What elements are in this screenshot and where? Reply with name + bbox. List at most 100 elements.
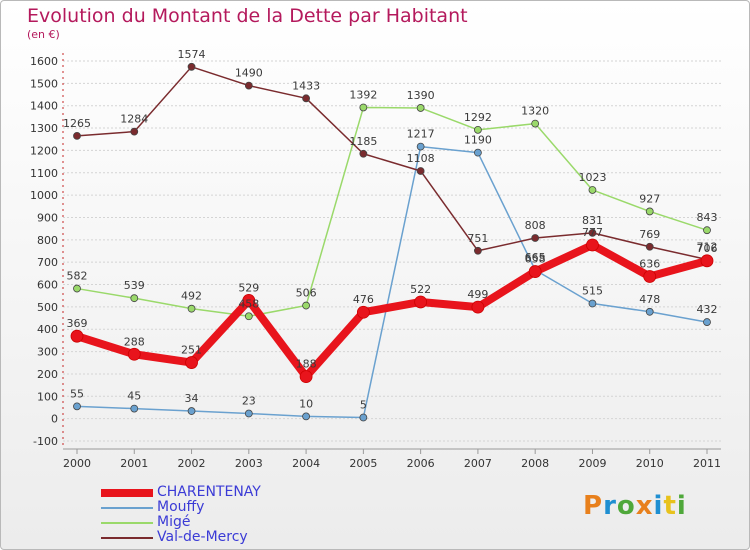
data-point	[356, 305, 370, 319]
y-tick-label: 100	[37, 390, 58, 403]
data-point	[703, 226, 711, 235]
data-label: 1185	[349, 135, 377, 148]
series-line-val-de-mercy	[76, 66, 708, 261]
data-point	[302, 301, 310, 310]
legend-label: Val-de-Mercy	[157, 529, 248, 545]
data-label: 492	[181, 290, 202, 303]
data-label: 1023	[578, 171, 606, 184]
y-tick-label: 600	[37, 279, 58, 292]
data-label: 1392	[349, 88, 377, 101]
legend-label: CHARENTENAY	[157, 484, 261, 500]
data-label: 665	[525, 251, 546, 264]
logo-letter: i	[653, 491, 664, 521]
x-tick-label: 2007	[464, 457, 492, 470]
data-point	[302, 94, 310, 103]
legend-swatch	[101, 522, 153, 524]
data-label: 636	[639, 257, 660, 270]
data-point	[359, 413, 368, 422]
series-line-charentenay	[73, 240, 711, 381]
data-label: 777	[582, 226, 603, 239]
chart-unit: (en €)	[27, 28, 60, 41]
data-point	[588, 228, 597, 237]
data-point	[242, 293, 256, 307]
y-tick-label: 300	[37, 346, 58, 359]
y-tick-label: 1600	[30, 55, 58, 68]
data-label: 1490	[235, 67, 263, 80]
y-tick-label: 0	[51, 413, 58, 426]
data-point	[73, 284, 81, 293]
x-tick-label: 2001	[120, 457, 148, 470]
data-label: 529	[238, 281, 259, 294]
logo-letter: r	[603, 491, 617, 521]
data-point	[185, 356, 198, 369]
data-point	[645, 242, 654, 251]
x-tick-label: 2003	[235, 457, 263, 470]
data-label: 927	[639, 192, 660, 205]
data-label: 458	[238, 297, 259, 310]
data-label: 1433	[292, 79, 320, 92]
data-label: 769	[639, 228, 660, 241]
data-label: 1190	[464, 134, 492, 147]
chart-title: Evolution du Montant de la Dette par Hab…	[27, 5, 468, 27]
data-label: 55	[70, 387, 84, 400]
data-label: 1265	[63, 117, 91, 130]
data-point	[416, 167, 425, 175]
data-point	[302, 412, 310, 421]
y-tick-label: 1200	[30, 144, 58, 157]
data-label: 5	[360, 399, 367, 412]
logo-letter: i	[676, 491, 687, 521]
logo-letter: t	[663, 491, 677, 521]
legend-swatch	[101, 489, 153, 497]
data-label: 34	[185, 392, 199, 405]
data-label: 582	[67, 270, 88, 283]
data-label: 539	[124, 279, 145, 292]
data-label: 506	[296, 287, 317, 300]
legend-swatch	[101, 507, 153, 509]
data-label: 843	[697, 211, 718, 224]
data-point	[474, 125, 482, 134]
data-point	[586, 238, 599, 252]
x-tick-label: 2004	[292, 457, 320, 470]
data-point	[130, 127, 139, 136]
data-label: 831	[582, 214, 603, 227]
series-line-mouffy	[76, 145, 708, 419]
y-tick-label: 500	[37, 301, 58, 314]
data-point	[70, 329, 84, 343]
logo-letter: o	[616, 491, 636, 521]
data-label: 712	[697, 240, 718, 253]
data-label: 476	[353, 293, 374, 306]
data-point	[130, 294, 139, 303]
data-point	[471, 300, 485, 314]
data-label: 522	[410, 283, 431, 296]
x-tick-label: 2010	[636, 457, 664, 470]
x-tick-label: 2006	[407, 457, 435, 470]
y-tick-label: 900	[37, 211, 58, 224]
data-label: 1292	[464, 111, 492, 124]
data-point	[244, 409, 253, 418]
data-point	[73, 131, 81, 140]
data-point	[528, 265, 542, 278]
series-line-migé	[76, 106, 708, 318]
data-label: 515	[582, 285, 603, 298]
logo-letter: P	[583, 491, 604, 521]
data-label: 1284	[120, 113, 148, 126]
x-tick-label: 2000	[63, 457, 91, 470]
data-point	[531, 119, 540, 128]
data-label: 658	[525, 253, 546, 266]
legend-label: Migé	[157, 514, 191, 530]
y-tick-label: 1100	[30, 167, 58, 180]
y-tick-label: 800	[37, 234, 58, 247]
data-point	[187, 407, 196, 415]
data-point	[643, 270, 657, 283]
data-point	[700, 254, 714, 268]
data-point	[359, 149, 368, 158]
data-label: 369	[67, 317, 88, 330]
data-label: 251	[181, 344, 202, 357]
data-point	[359, 103, 368, 112]
x-tick-label: 2002	[178, 457, 206, 470]
data-label: 1108	[407, 152, 435, 165]
data-point	[416, 104, 425, 112]
legend-swatch	[101, 537, 153, 539]
